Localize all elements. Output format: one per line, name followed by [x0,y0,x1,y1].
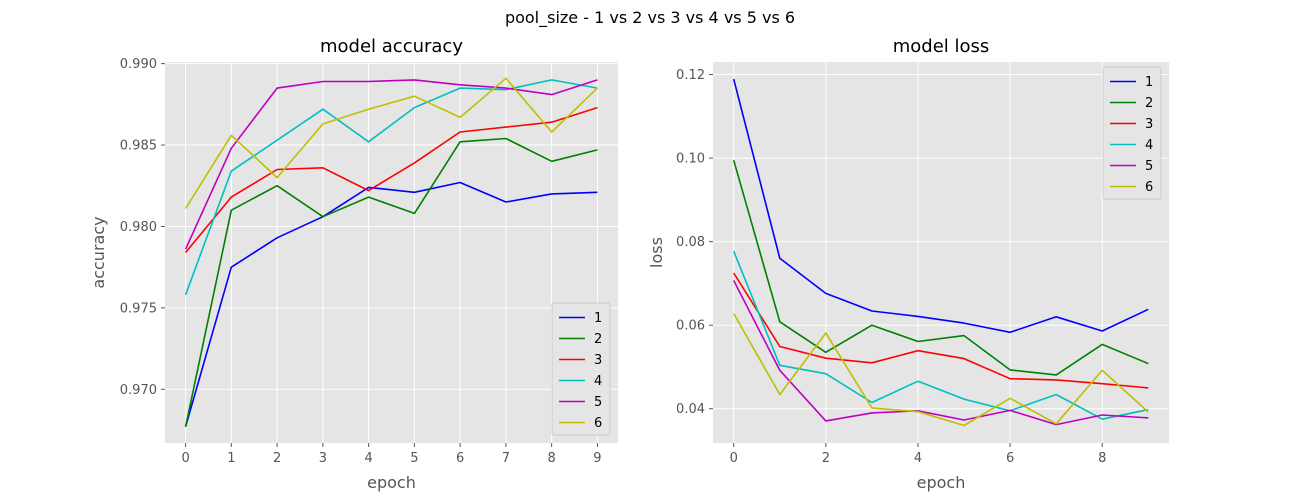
loss-x-tick-label: 2 [822,451,830,466]
accuracy-chart: 0 1 2 3 4 5 6 7 8 9 0.970 0.975 0.980 0.985 0.990 model… [89,36,618,492]
loss-y-tick-label: 0.12 [676,68,705,83]
accuracy-x-tick-label: 2 [273,451,281,466]
loss-chart-title: model loss [893,36,990,57]
accuracy-series-line-1 [184,181,598,427]
loss-y-tick-label: 0.04 [676,402,705,417]
accuracy-legend-label-1: 1 [594,311,602,326]
accuracy-x-tick-label: 4 [364,451,372,466]
loss-legend-label-2: 2 [1145,96,1153,111]
accuracy-x-tick-label: 7 [502,451,510,466]
accuracy-x-tick-label: 3 [319,451,327,466]
loss-series-line-1 [732,78,1149,334]
accuracy-y-tick-label: 0.975 [120,301,157,316]
accuracy-series-line-3 [184,106,598,254]
loss-series-line-2 [732,159,1149,376]
figure-suptitle: pool_size - 1 vs 2 vs 3 vs 4 vs 5 vs 6 [505,8,795,28]
loss-y-tick-label: 0.10 [676,152,705,167]
accuracy-plot-area [165,62,618,443]
accuracy-x-tick-label: 0 [181,451,189,466]
accuracy-y-tick-label: 0.970 [120,383,157,398]
loss-x-tick-label: 4 [914,451,922,466]
accuracy-legend-label-2: 2 [594,332,602,347]
loss-plot-area [713,62,1169,443]
loss-series-line-5 [732,280,1149,426]
loss-legend-label-4: 4 [1145,138,1153,153]
loss-legend: 1 2 3 4 5 6 [1102,66,1162,200]
loss-chart: 0 2 4 6 8 0.04 0.06 0.08 0.10 0.12 model loss epoch… [647,36,1169,492]
accuracy-y-tick-label: 0.985 [120,139,157,154]
loss-y-tick-label: 0.06 [676,319,705,334]
accuracy-y-tick-label: 0.990 [120,57,157,72]
accuracy-x-axis-label: epoch [367,473,416,492]
accuracy-legend-label-5: 5 [594,395,602,410]
loss-y-tick-label: 0.08 [676,235,705,250]
accuracy-legend-label-3: 3 [594,353,602,368]
accuracy-x-tick-label: 5 [410,451,418,466]
accuracy-legend: 1 2 3 4 5 6 [551,302,611,436]
accuracy-legend-label-6: 6 [594,416,602,431]
accuracy-x-tick-label: 8 [548,451,556,466]
loss-legend-label-1: 1 [1145,75,1153,90]
accuracy-y-tick-label: 0.980 [120,220,157,235]
loss-x-tick-label: 0 [730,451,738,466]
loss-series-line-6 [733,313,1149,427]
loss-legend-label-5: 5 [1145,159,1153,174]
loss-x-tick-label: 6 [1006,451,1014,466]
loss-series-line-3 [733,272,1149,389]
loss-legend-label-6: 6 [1145,180,1153,195]
accuracy-series-line-2 [184,137,598,427]
accuracy-chart-title: model accuracy [320,36,463,57]
loss-x-tick-label: 8 [1098,451,1106,466]
loss-x-axis-label: epoch [917,473,966,492]
loss-legend-label-3: 3 [1145,117,1153,132]
loss-y-axis-label: loss [647,237,666,268]
loss-series-line-4 [732,250,1149,421]
accuracy-series-line-5 [184,79,598,250]
accuracy-x-tick-label: 6 [456,451,464,466]
accuracy-x-tick-label: 9 [593,451,601,466]
accuracy-legend-label-4: 4 [594,374,602,389]
accuracy-x-tick-label: 1 [227,451,235,466]
accuracy-series-line-6 [184,77,598,209]
accuracy-y-axis-label: accuracy [89,216,108,288]
